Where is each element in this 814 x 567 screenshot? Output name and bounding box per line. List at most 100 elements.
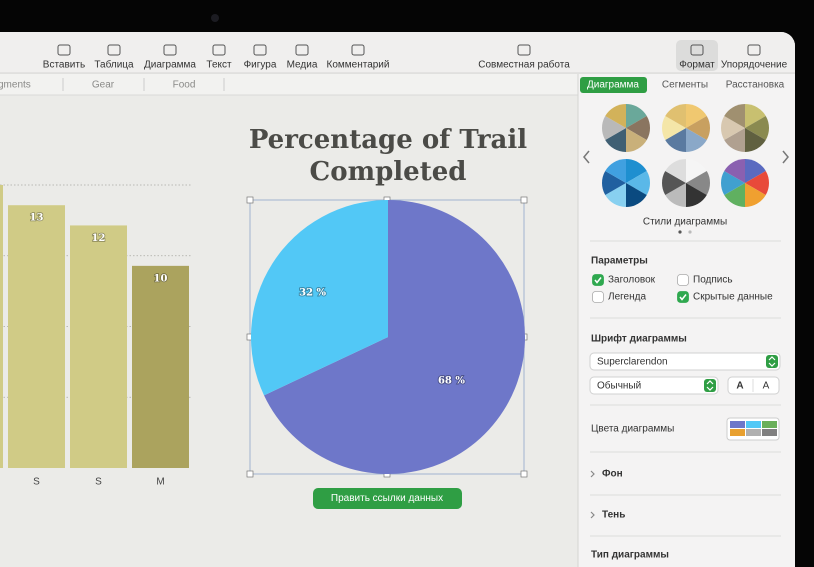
checkbox[interactable]: [677, 274, 689, 286]
font-family-select[interactable]: [589, 352, 781, 371]
style-thumbnail-slice[interactable]: [745, 128, 766, 152]
panel-tab-selected[interactable]: [580, 77, 647, 93]
toolbar-label[interactable]: Медиа: [287, 60, 318, 71]
style-thumbnail-slice[interactable]: [745, 116, 769, 140]
checkbox-label[interactable]: Заголовок: [608, 275, 656, 286]
sheet-tab[interactable]: Gear: [92, 80, 115, 91]
style-thumbnail-slice[interactable]: [605, 104, 626, 128]
toolbar-icon[interactable]: [690, 44, 704, 56]
style-thumbnail-slice[interactable]: [686, 128, 707, 152]
style-thumbnail-slice[interactable]: [605, 159, 626, 183]
toolbar-icon[interactable]: [351, 44, 365, 56]
style-thumbnail-slice[interactable]: [724, 104, 745, 128]
font-style[interactable]: Обычный: [597, 380, 641, 392]
style-thumbnail-slice[interactable]: [626, 171, 650, 195]
section-title[interactable]: Тень: [602, 510, 625, 521]
edit-data-label[interactable]: Править ссылки данных: [331, 493, 443, 504]
next-arrow[interactable]: [782, 150, 789, 164]
style-thumbnail-slice[interactable]: [605, 183, 626, 207]
style-thumbnail-slice[interactable]: [745, 159, 766, 183]
style-thumbnail-slice[interactable]: [626, 116, 650, 140]
toolbar-label[interactable]: Комментарий: [327, 60, 390, 71]
edit-data-button[interactable]: [313, 488, 462, 509]
font-title: Шрифт диаграммы: [591, 333, 687, 345]
toolbar-label[interactable]: Вставить: [43, 60, 85, 71]
style-thumbnail-slice[interactable]: [626, 183, 647, 207]
font-family[interactable]: Superclarendon: [597, 357, 668, 368]
color-swatch-cell: [762, 421, 777, 428]
style-thumbnail-slice[interactable]: [665, 104, 686, 128]
select-stepper: [766, 355, 778, 368]
toolbar-label[interactable]: Диаграмма: [144, 60, 196, 71]
toolbar-icon[interactable]: [107, 44, 121, 56]
style-thumbnail-slice[interactable]: [724, 183, 745, 207]
checkbox[interactable]: [592, 291, 604, 303]
selection-handle[interactable]: [246, 196, 254, 204]
selection-handle[interactable]: [246, 470, 254, 478]
toolbar-icon[interactable]: [253, 44, 267, 56]
style-thumbnail-slice[interactable]: [602, 116, 626, 140]
style-thumbnail-slice[interactable]: [665, 128, 686, 152]
x-category-label: S: [95, 477, 102, 488]
toolbar-icon[interactable]: [295, 44, 309, 56]
font-smaller[interactable]: A: [736, 381, 743, 392]
panel-tab[interactable]: Диаграмма: [587, 80, 639, 91]
style-thumbnail-slice[interactable]: [665, 183, 686, 207]
style-thumbnail-slice[interactable]: [686, 116, 710, 140]
style-thumbnail-slice[interactable]: [745, 104, 766, 128]
font-style-select[interactable]: [589, 376, 719, 395]
style-thumbnail-slice[interactable]: [661, 116, 686, 140]
style-thumbnail-slice[interactable]: [686, 159, 707, 183]
style-thumbnail-slice[interactable]: [745, 171, 769, 195]
prev-arrow[interactable]: [583, 150, 590, 164]
toolbar-label[interactable]: Фигура: [244, 60, 277, 71]
colors-label: Цвета диаграммы: [591, 424, 674, 435]
toolbar-icon[interactable]: [747, 44, 761, 56]
checkbox-label[interactable]: Скрытые данные: [693, 292, 773, 303]
style-thumbnail-slice[interactable]: [626, 159, 647, 183]
panel-tab[interactable]: Расстановка: [726, 80, 785, 91]
style-thumbnail-slice[interactable]: [626, 128, 647, 152]
toolbar-icon[interactable]: [212, 44, 226, 56]
sheet-tab[interactable]: gments: [0, 80, 31, 91]
toolbar-label[interactable]: Упорядочение: [721, 60, 788, 71]
toolbar-icon[interactable]: [163, 44, 177, 56]
sheet-tab[interactable]: Food: [173, 80, 196, 91]
section-title[interactable]: Фон: [602, 469, 623, 480]
selection-handle[interactable]: [520, 196, 528, 204]
font-larger[interactable]: A: [763, 381, 770, 392]
style-thumbnail-slice[interactable]: [602, 171, 626, 195]
style-thumbnail-slice[interactable]: [745, 183, 766, 207]
style-thumbnail-slice[interactable]: [626, 104, 647, 128]
style-thumbnail-slice[interactable]: [686, 171, 710, 195]
style-thumbnail-slice[interactable]: [665, 159, 686, 183]
checkbox-label[interactable]: Подпись: [693, 275, 733, 286]
page-dot: [688, 230, 692, 234]
style-thumbnail-slice[interactable]: [724, 159, 745, 183]
checkbox[interactable]: [592, 274, 604, 286]
style-thumbnail-slice[interactable]: [605, 128, 626, 152]
toolbar-label[interactable]: Совместная работа: [478, 59, 570, 71]
style-thumbnail-slice[interactable]: [721, 116, 745, 140]
selection-handle[interactable]: [520, 470, 528, 478]
style-thumbnail-slice[interactable]: [661, 171, 686, 195]
checkbox[interactable]: [677, 291, 689, 303]
style-thumbnail-slice[interactable]: [686, 104, 707, 128]
toolbar-label[interactable]: Текст: [206, 60, 232, 71]
style-thumbnail-slice[interactable]: [724, 128, 745, 152]
toolbar-icon[interactable]: [517, 44, 531, 56]
checkbox-label[interactable]: Легенда: [608, 292, 646, 303]
disclosure-chevron[interactable]: [590, 470, 595, 478]
style-thumbnail-slice[interactable]: [721, 171, 745, 195]
disclosure-chevron[interactable]: [590, 511, 595, 519]
panel-tab[interactable]: Сегменты: [662, 80, 708, 91]
styles-label: Стили диаграммы: [643, 217, 727, 228]
checkmark: [679, 294, 687, 301]
toolbar-label[interactable]: Таблица: [94, 59, 134, 71]
toolbar-icon[interactable]: [57, 44, 71, 56]
style-thumbnail-slice[interactable]: [686, 183, 707, 207]
toolbar-label[interactable]: Формат: [679, 60, 715, 71]
bar: [70, 225, 127, 468]
sheet-tab-bar: [0, 74, 578, 95]
